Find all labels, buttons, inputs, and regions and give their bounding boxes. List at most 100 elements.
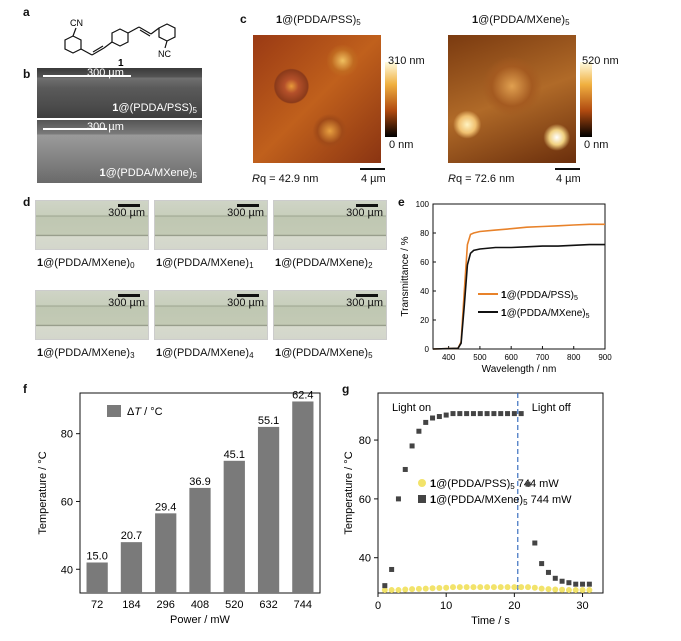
data-point [572,587,579,594]
afm-scale-bar [555,168,580,170]
afm-image-pss [253,35,381,163]
data-point [565,587,572,594]
data-point [429,585,436,592]
bar-data-label: 20.7 [121,530,142,542]
panel-label-b: b [23,67,31,81]
y-axis-label: Temperature / °C [37,451,49,534]
data-point [450,411,456,417]
data-point [539,561,545,567]
data-point [552,586,559,593]
bar [155,513,177,593]
bar [189,487,211,593]
bar [257,426,280,593]
data-point [422,585,429,592]
scale-bar [356,294,378,297]
data-point [423,419,429,425]
data-point [511,584,518,591]
data-point [511,411,517,417]
data-point [395,496,401,502]
data-point [573,581,579,587]
micrograph-label: 1@(PDDA/MXene)2 [275,257,373,270]
data-point [532,540,538,546]
x-axis-label: Wavelength / nm [482,364,557,375]
data-point [464,411,470,417]
legend-label: 1@(PDDA/MXene)5 744 mW [430,494,572,507]
panel-label-a: a [23,5,30,19]
micrograph-image: 300 µm [273,200,387,250]
data-point [525,481,531,487]
plot-frame [377,392,604,594]
scale-label: 300 µm [346,297,383,309]
panel-label-g: g [342,382,350,396]
scale-label: 300 µm [87,121,124,133]
data-point [497,584,504,591]
cn-label-top: CN [70,18,83,28]
data-point [443,412,449,418]
afm-title-mxene: 1@(PDDA/MXene)5 [472,14,570,27]
data-point [409,586,416,593]
scale-label: 300 µm [87,67,124,79]
data-point [477,584,484,591]
series-line [432,223,605,350]
legend-label: 1@(PDDA/PSS)5 744 mW [430,478,559,491]
afm-title-pss: 1@(PDDA/PSS)5 [276,14,361,27]
bar-data-label: 55.1 [258,415,279,427]
legend-marker [418,495,426,503]
x-tick-label: 632 [259,599,277,611]
data-point [484,584,491,591]
scale-label: 300 µm [108,297,145,309]
data-point [415,585,422,592]
sem-image-mxene: 300 µm 1@(PDDA/MXene)5 [37,120,202,183]
data-point [470,411,476,417]
cn-label-bottom: NC [158,49,171,59]
y-tick-label: 80 [61,429,73,441]
colorbar-mxene [580,62,592,137]
bar [86,562,108,593]
micrograph-image: 300 µm [273,290,387,340]
legend-marker [418,479,426,487]
data-point [382,583,388,589]
y-axis-label: Temperature / °C [343,451,355,534]
scale-label: 300 µm [108,207,145,219]
scale-label: 300 µm [346,207,383,219]
data-point [491,411,497,417]
bar [292,401,314,593]
micrograph-label: 1@(PDDA/MXene)0 [37,257,135,270]
x-tick-label: 744 [294,599,312,611]
micrograph-image: 300 µm [35,290,149,340]
data-point [470,584,477,591]
roughness-pss: Rq = 42.9 nm [252,173,319,185]
x-tick-label: 600 [505,353,519,362]
y-tick-label: 60 [420,258,429,267]
bar-data-label: 29.4 [155,501,176,513]
scale-bar [118,294,140,297]
data-point [586,587,593,594]
y-tick-label: 20 [420,316,429,325]
bar-data-label: 62.4 [292,389,313,401]
micrograph-label: 1@(PDDA/MXene)5 [275,347,373,360]
data-point [552,575,558,581]
data-point [402,466,408,472]
data-point [484,411,490,417]
compound-number: 1 [118,58,124,68]
data-point [579,587,586,594]
data-point [430,415,436,421]
micrograph-image: 300 µm [35,200,149,250]
data-point [443,584,450,591]
sample-label: 1@(PDDA/PSS)5 [112,102,197,115]
x-tick-label: 400 [442,353,456,362]
scale-bar [237,204,259,207]
bar-data-label: 15.0 [86,550,107,562]
annotation-light-off: Light off [532,402,572,414]
transmittance-chart: 400 500 600 700 800 900 0 20 40 60 80 100 Wavelength… [400,200,612,375]
legend-swatch [107,405,121,417]
data-point [450,584,456,591]
data-point [545,569,551,575]
y-tick-label: 100 [416,200,430,209]
x-tick-label: 184 [122,599,140,611]
data-point [463,584,470,591]
legend-label: 1@(PDDA/PSS)5 [501,290,578,302]
scale-bar [43,128,107,130]
colorbar-max-pss: 310 nm [388,55,425,67]
bar-data-label: 36.9 [189,476,210,488]
